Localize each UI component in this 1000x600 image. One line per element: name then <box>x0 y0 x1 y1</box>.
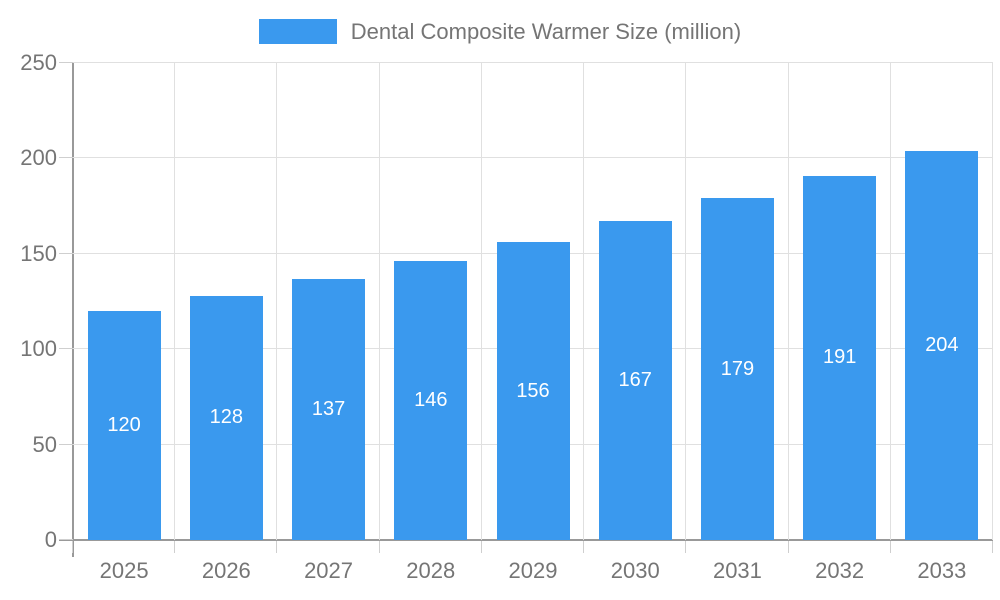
y-axis-tick <box>59 348 73 350</box>
x-axis-tick <box>889 541 891 553</box>
bar-value-label: 137 <box>311 397 346 420</box>
gridline-vertical <box>992 63 993 540</box>
gridline-vertical <box>378 63 380 540</box>
gridline-vertical <box>685 63 687 540</box>
y-axis-tick <box>59 157 73 159</box>
x-axis-tick-label: 2032 <box>815 558 865 583</box>
y-axis-line <box>72 63 74 557</box>
x-axis-tick <box>276 541 278 553</box>
gridline-horizontal <box>73 62 993 63</box>
bar-value-label: 191 <box>822 346 857 369</box>
x-axis-tick-label: 2025 <box>99 558 149 583</box>
x-axis-line <box>59 539 993 541</box>
legend[interactable]: Dental Composite Warmer Size (million) <box>0 19 1000 44</box>
bar: 128 <box>189 295 263 540</box>
x-axis-tick-label: 2026 <box>201 558 251 583</box>
bar: 179 <box>700 198 774 540</box>
bar-value-label: 179 <box>720 357 755 380</box>
gridline-horizontal <box>73 157 993 159</box>
y-axis-tick-label: 200 <box>20 145 57 171</box>
gridline-vertical <box>787 63 789 540</box>
bar: 156 <box>496 242 570 540</box>
bar: 167 <box>598 221 672 540</box>
bar-value-label: 167 <box>618 369 652 392</box>
bar-value-label: 156 <box>516 379 550 402</box>
x-axis-tick <box>787 541 789 553</box>
y-axis-tick <box>59 62 73 63</box>
bar: 137 <box>292 278 366 540</box>
x-axis-tick <box>583 541 585 553</box>
x-axis-tick-label: 2033 <box>917 558 967 583</box>
gridline-vertical <box>889 63 891 540</box>
x-axis-tick <box>685 541 687 553</box>
gridline-vertical <box>480 63 482 540</box>
y-axis-tick-label: 0 <box>44 527 57 552</box>
gridline-vertical <box>276 63 278 540</box>
x-axis-tick-label: 2027 <box>304 558 354 583</box>
bar-value-label: 146 <box>414 389 448 412</box>
x-axis-tick-label: 2030 <box>610 558 660 583</box>
bar-value-label: 204 <box>925 333 959 356</box>
gridline-vertical <box>583 63 585 540</box>
legend-label[interactable]: Dental Composite Warmer Size (million) <box>350 19 742 44</box>
legend-swatch[interactable] <box>258 19 337 44</box>
x-axis-tick-label: 2028 <box>406 558 456 583</box>
x-axis-tick-label: 2031 <box>712 558 762 583</box>
y-axis-tick <box>59 252 73 254</box>
x-axis-tick <box>72 541 73 553</box>
x-axis-tick-label: 2029 <box>508 558 558 583</box>
y-axis-tick-label: 100 <box>20 336 57 362</box>
y-axis-tick-label: 150 <box>20 240 57 266</box>
y-axis-tick <box>59 443 73 445</box>
x-axis-tick <box>480 541 482 553</box>
bar: 204 <box>905 150 979 540</box>
x-axis-tick <box>992 541 993 553</box>
y-axis-tick-label: 50 <box>32 431 57 457</box>
bar: 120 <box>87 311 161 540</box>
x-axis-tick <box>174 541 176 553</box>
bar-value-label: 120 <box>107 414 141 436</box>
y-axis-tick <box>59 539 73 540</box>
bar-value-label: 128 <box>209 406 244 429</box>
gridline-vertical <box>174 63 176 540</box>
x-axis-tick <box>378 541 380 553</box>
y-axis-tick-label: 250 <box>20 50 57 75</box>
bar: 146 <box>394 261 468 540</box>
bar: 191 <box>803 175 877 540</box>
